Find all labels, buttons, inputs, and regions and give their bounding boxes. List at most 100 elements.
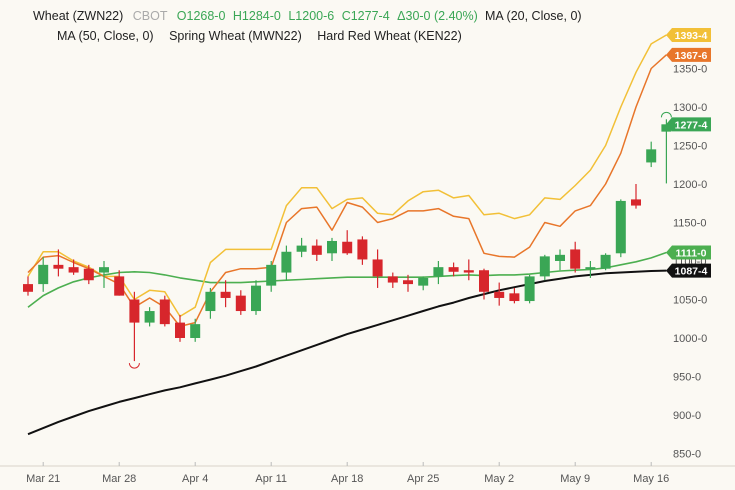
candle[interactable] xyxy=(448,262,459,277)
candle[interactable] xyxy=(53,249,64,277)
candle-body xyxy=(555,254,565,261)
x-tick-label: Apr 18 xyxy=(331,473,363,485)
candle[interactable] xyxy=(585,260,596,278)
candle-body xyxy=(433,267,444,277)
candle-body xyxy=(53,264,64,269)
candle[interactable] xyxy=(38,257,49,292)
candle[interactable] xyxy=(99,260,109,288)
candle[interactable] xyxy=(175,314,185,342)
candle-body xyxy=(38,264,49,285)
candle[interactable] xyxy=(281,245,292,281)
candle[interactable] xyxy=(311,239,322,261)
candle-body xyxy=(129,299,140,323)
candle[interactable] xyxy=(296,237,307,258)
candles xyxy=(23,111,672,369)
candle[interactable] xyxy=(83,264,94,285)
candle[interactable] xyxy=(494,282,505,306)
candle[interactable] xyxy=(631,183,641,209)
price-badge-label: 1087-4 xyxy=(675,266,708,278)
candle-body xyxy=(68,267,79,273)
candle[interactable] xyxy=(646,141,657,168)
candle[interactable] xyxy=(524,274,535,304)
legend-ma50[interactable]: MA (50, Close, 0) xyxy=(57,29,154,43)
legend-spring-wheat[interactable]: Spring Wheat (MWN22) xyxy=(169,29,302,43)
candle-body xyxy=(448,267,459,272)
candle-body xyxy=(83,268,94,281)
candle[interactable] xyxy=(539,254,550,281)
candle-body xyxy=(631,199,641,206)
candle[interactable] xyxy=(600,253,611,271)
candle[interactable] xyxy=(479,268,489,300)
candle[interactable] xyxy=(190,318,201,342)
candle[interactable] xyxy=(251,280,261,315)
x-tick-label: Mar 21 xyxy=(26,473,60,485)
open-value: O1268-0 xyxy=(177,9,226,23)
candle[interactable] xyxy=(235,290,246,315)
candle-body xyxy=(600,254,611,269)
y-tick-label: 1250-0 xyxy=(673,140,707,152)
candle[interactable] xyxy=(570,241,581,273)
price-badge: 1087-4 xyxy=(666,263,711,278)
candle[interactable] xyxy=(159,295,170,327)
candle[interactable] xyxy=(555,249,565,271)
y-tick-label: 1350-0 xyxy=(673,63,707,75)
candle-body xyxy=(175,322,185,338)
x-tick-label: Apr 11 xyxy=(255,473,287,485)
y-tick-label: 1000-0 xyxy=(673,333,707,345)
candle-body xyxy=(463,270,474,273)
candle[interactable] xyxy=(144,307,155,327)
candle[interactable] xyxy=(342,230,353,255)
candle-body xyxy=(524,276,535,302)
price-badge-shape xyxy=(666,117,711,132)
candle[interactable] xyxy=(463,259,474,281)
candle[interactable] xyxy=(357,236,368,265)
candle[interactable] xyxy=(266,260,277,292)
candle-body xyxy=(646,149,657,163)
ma20-line[interactable] xyxy=(27,251,667,308)
y-tick-label: 1200-0 xyxy=(673,179,707,191)
y-tick-label: 1150-0 xyxy=(673,217,706,229)
candle[interactable] xyxy=(403,274,413,292)
price-badge-shape xyxy=(666,245,711,260)
candle[interactable] xyxy=(114,270,125,296)
y-tick-label: 1050-0 xyxy=(673,294,707,306)
candle-body xyxy=(539,256,550,277)
y-tick-label: 950-0 xyxy=(673,371,701,383)
candle-body xyxy=(372,259,383,277)
x-tick-label: May 9 xyxy=(560,473,590,485)
price-badge-label: 1393-4 xyxy=(675,30,708,42)
candle[interactable] xyxy=(615,199,626,258)
candle-body xyxy=(235,295,246,312)
candle-body xyxy=(418,277,429,286)
candle[interactable] xyxy=(372,249,383,288)
exchange-label: CBOT xyxy=(133,9,168,23)
candle-body xyxy=(311,245,322,255)
candle[interactable] xyxy=(661,119,672,184)
legend-hard-red-wheat[interactable]: Hard Red Wheat (KEN22) xyxy=(317,29,462,43)
candle-body xyxy=(281,251,292,273)
candle[interactable] xyxy=(418,276,429,291)
ma50-line[interactable] xyxy=(27,269,667,436)
symbol-label[interactable]: Wheat (ZWN22) xyxy=(33,9,123,23)
candle-body xyxy=(327,240,337,254)
candle[interactable] xyxy=(220,280,231,308)
candle[interactable] xyxy=(433,260,444,285)
candle-body xyxy=(251,285,261,312)
price-badge-shape xyxy=(666,47,711,62)
x-tick-label: May 16 xyxy=(633,473,669,485)
candle-body xyxy=(357,239,368,260)
legend-ma20[interactable]: MA (20, Close, 0) xyxy=(485,9,582,23)
candle[interactable] xyxy=(509,287,520,304)
x-tick-label: Apr 4 xyxy=(182,473,208,485)
candle[interactable] xyxy=(387,272,398,288)
candle[interactable] xyxy=(327,237,337,261)
candle[interactable] xyxy=(129,291,140,362)
candle-body xyxy=(509,293,520,302)
y-tick-label: 900-0 xyxy=(673,410,701,422)
candle[interactable] xyxy=(205,287,216,319)
candle[interactable] xyxy=(68,259,79,275)
candle[interactable] xyxy=(23,276,33,296)
